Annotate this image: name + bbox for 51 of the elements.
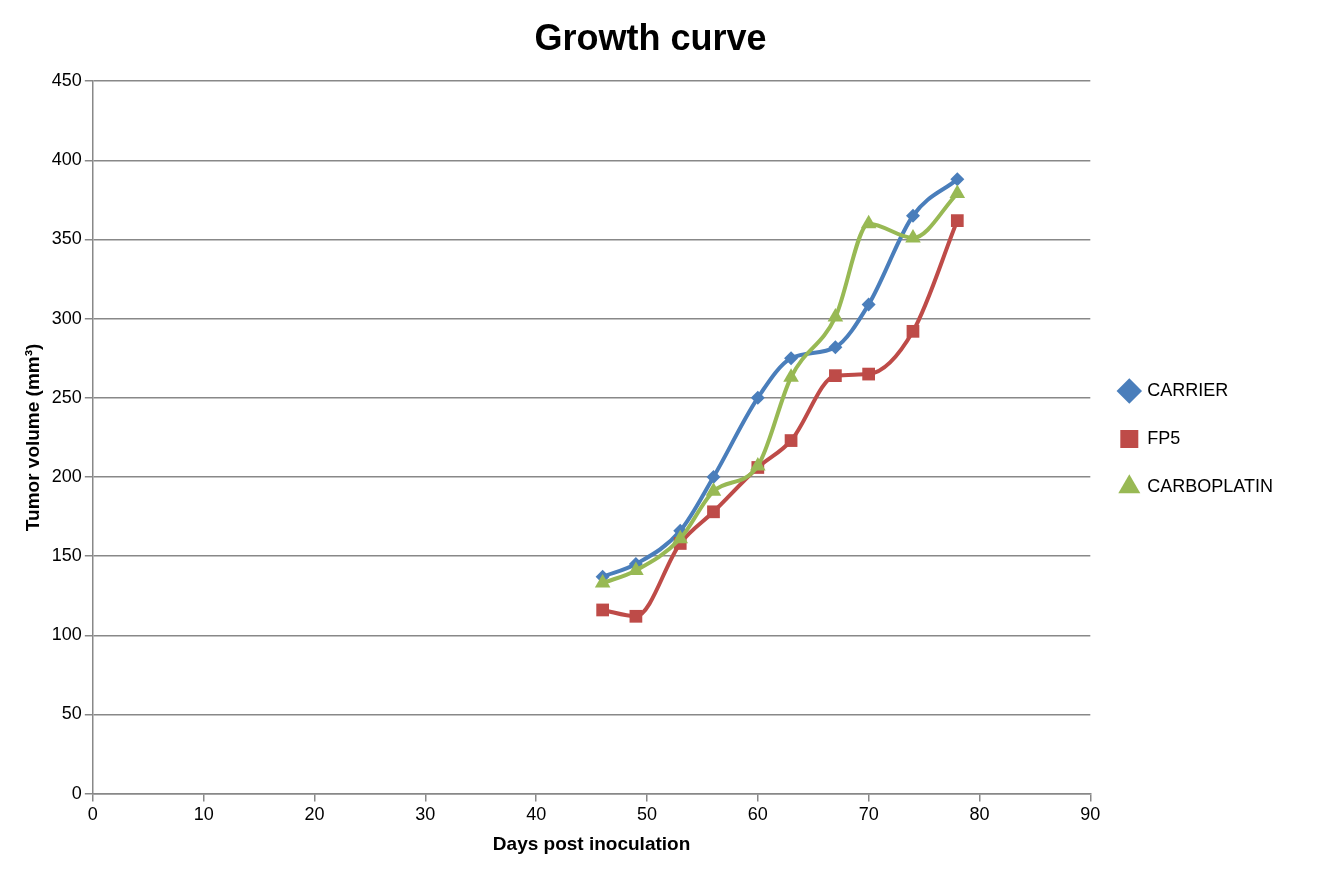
point [594,574,611,588]
point [750,456,766,471]
point [596,603,610,617]
x-tick-label: 40 [526,804,547,825]
x-tick-label: 70 [858,804,879,825]
point [707,505,720,519]
y-tick-label: 350 [51,228,82,249]
y-tick-label: 0 [71,782,82,803]
point [905,228,921,243]
legend-label: CARBOPLATIN [1147,475,1274,496]
legend-label: FP5 [1147,427,1181,448]
point [750,390,765,405]
y-tick-label: 450 [51,70,82,91]
y-tick-label: 150 [51,545,82,566]
legend-label: CARRIER [1147,379,1229,400]
point [950,214,964,227]
point [705,482,722,496]
y-tick-label: 250 [51,386,82,407]
chart-title: Growth curve [534,16,767,58]
x-tick-label: 50 [636,804,657,825]
x-axis-title: Days post inoculation [492,832,691,854]
y-tick-label: 200 [51,465,82,486]
point [950,172,965,187]
y-tick-label: 50 [61,703,82,724]
point [706,469,721,484]
point [784,351,799,366]
x-tick-label: 0 [87,804,98,825]
point [828,340,843,355]
x-tick-label: 30 [415,804,436,825]
y-tick-label: 400 [51,149,82,170]
point [629,609,643,623]
y-tick-label: 100 [51,624,82,645]
point [783,368,799,382]
point [862,367,876,381]
y-axis-title: Tumor volume (mm³) [21,343,43,532]
point [949,184,966,199]
x-tick-label: 10 [193,804,214,825]
point [906,324,920,338]
x-tick-label: 20 [304,804,325,825]
x-tick-label: 80 [969,804,990,825]
point [829,369,842,383]
point [861,297,876,312]
point [628,561,644,575]
point [827,308,844,322]
point [784,434,798,447]
x-tick-label: 90 [1080,804,1101,825]
y-tick-label: 300 [51,307,82,328]
x-tick-label: 60 [747,804,768,825]
point [905,208,920,223]
point [672,529,689,544]
point [860,214,877,229]
